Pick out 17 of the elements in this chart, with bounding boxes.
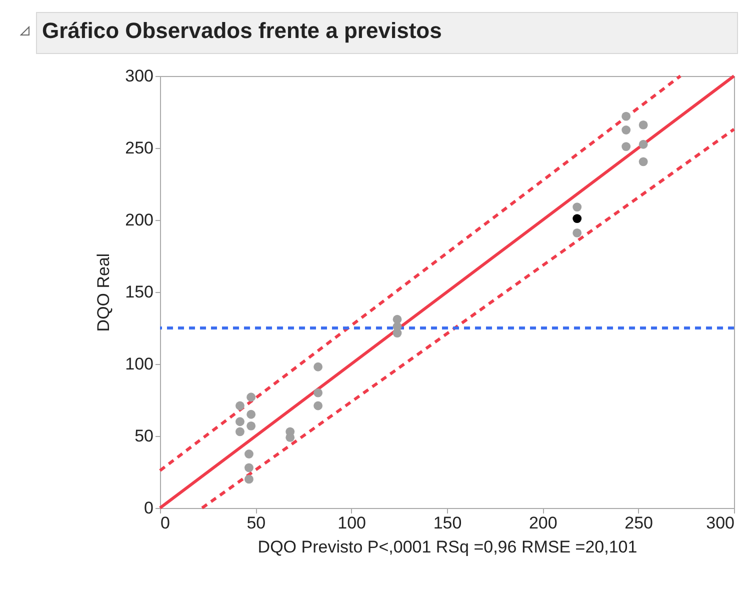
y-tick-label: 50 (134, 426, 154, 446)
x-tick-label: 200 (528, 514, 558, 532)
y-tick-label: 200 (125, 210, 154, 230)
y-tick-label: 250 (125, 138, 154, 158)
y-tick-label: 150 (125, 282, 154, 302)
y-tick-label: 0 (144, 498, 154, 518)
y-axis-title: DQO Real (94, 253, 114, 332)
y-tick-label: 100 (125, 354, 154, 374)
x-axis-title: DQO Previsto P<,0001 RSq =0,96 RMSE =20,101 (258, 538, 638, 556)
x-tick-label: 100 (338, 514, 366, 532)
x-tick-label: 250 (624, 514, 654, 532)
chart-title: Gráfico Observados frente a previstos (42, 18, 442, 43)
x-tick-label: 50 (246, 514, 266, 532)
x-tick-label: 150 (433, 514, 462, 532)
y-tick-label: 300 (125, 66, 154, 86)
x-tick-label: 300 (706, 514, 734, 532)
x-tick-label: 0 (160, 514, 170, 532)
